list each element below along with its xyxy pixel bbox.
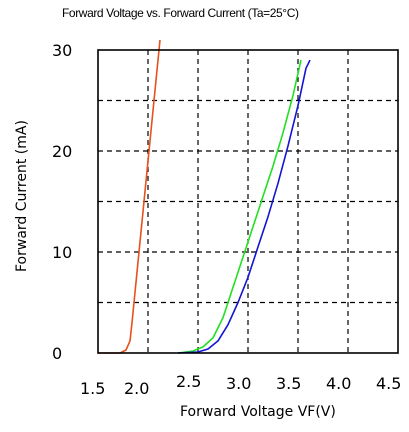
series-line-2 <box>177 59 302 354</box>
chart-title: Forward Voltage vs. Forward Current (Ta=… <box>62 6 299 20</box>
x-tick-label: 3.0 <box>226 374 251 393</box>
x-tick-label: 3.5 <box>276 374 301 393</box>
x-axis-label: Forward Voltage VF(V) <box>180 404 336 420</box>
x-tick-label: 4.0 <box>326 374 351 393</box>
x-tick-label: 4.5 <box>376 374 401 393</box>
x-tick-label: 1.5 <box>80 379 105 398</box>
x-tick-labels: 1.5 2.0 2.5 3.0 3.5 4.0 4.5 <box>80 372 401 398</box>
x-tick-label: 2.5 <box>176 372 201 391</box>
y-tick-label: 10 <box>52 243 72 262</box>
y-tick-label: 30 <box>52 41 72 60</box>
plot-frame <box>97 49 399 354</box>
x-tick-label: 2.0 <box>124 379 149 398</box>
series-line-1 <box>98 39 161 354</box>
grid-lines <box>98 50 398 353</box>
y-tick-labels: 0 10 20 30 <box>52 41 72 363</box>
series-line-3 <box>177 59 311 354</box>
y-tick-label: 20 <box>52 142 72 161</box>
y-tick-label: 0 <box>52 344 62 363</box>
data-series <box>98 39 311 354</box>
y-axis-label: Forward Current (mA) <box>14 120 30 272</box>
